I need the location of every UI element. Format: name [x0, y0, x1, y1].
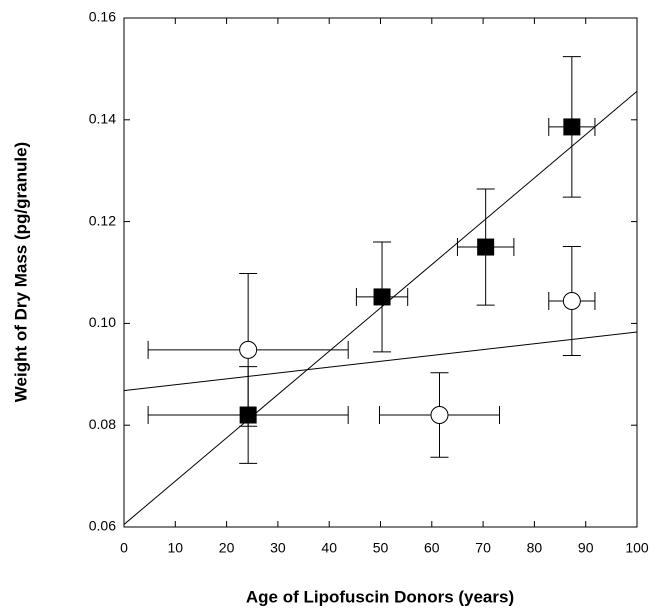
- x-tick-label: 60: [424, 540, 440, 556]
- fit-line: [123, 90, 638, 525]
- x-axis-label: Age of Lipofuscin Donors (years): [246, 587, 514, 606]
- fit-line: [123, 331, 638, 392]
- y-axis-label: Weight of Dry Mass (pg/granule): [11, 142, 30, 402]
- point: [373, 288, 391, 306]
- y-tick-label: 0.16: [89, 9, 116, 25]
- y-tick-label: 0.12: [89, 212, 116, 228]
- y-tick-label: 0.14: [89, 111, 116, 127]
- point: [430, 406, 449, 425]
- x-tick-label: 10: [168, 540, 184, 556]
- x-tick-label: 80: [527, 540, 543, 556]
- point: [239, 340, 258, 359]
- x-tick-label: 70: [475, 540, 491, 556]
- x-tick-label: 100: [625, 540, 649, 556]
- y-tick-label: 0.10: [89, 314, 116, 330]
- x-tick-label: 20: [219, 540, 235, 556]
- x-tick-label: 90: [578, 540, 594, 556]
- point: [477, 238, 495, 256]
- plot-frame: [123, 17, 638, 528]
- x-tick-label: 40: [321, 540, 337, 556]
- y-tick-label: 0.06: [89, 518, 116, 534]
- y-tick-label: 0.08: [89, 416, 116, 432]
- x-tick-label: 50: [373, 540, 389, 556]
- point: [563, 118, 581, 136]
- x-tick-label: 30: [270, 540, 286, 556]
- point: [562, 292, 581, 311]
- x-tick-label: 0: [120, 540, 128, 556]
